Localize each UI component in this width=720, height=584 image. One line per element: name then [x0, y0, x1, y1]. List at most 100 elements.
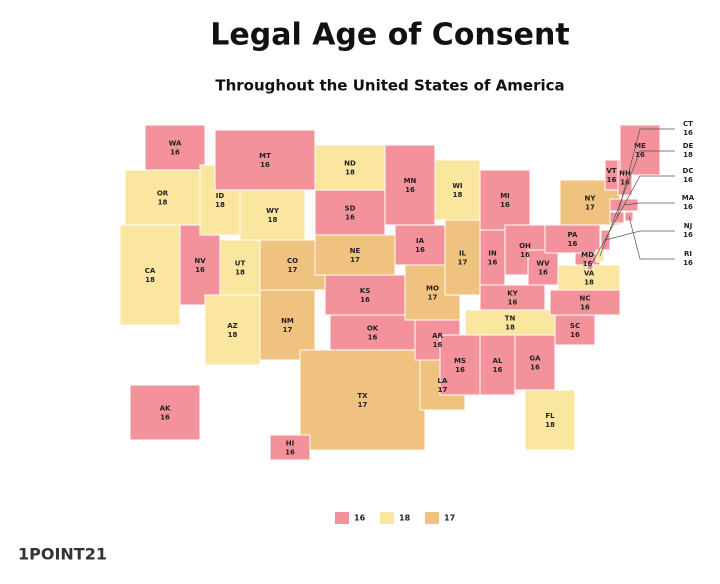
state-abbr: NE [350, 247, 361, 255]
state-abbr: IN [488, 250, 497, 258]
state [204, 294, 261, 366]
states [119, 124, 661, 461]
state-age: 16 [368, 334, 378, 342]
state-abbr: PA [568, 231, 578, 239]
state [554, 314, 596, 346]
state-age: 18 [158, 199, 168, 207]
state-abbr: OH [519, 242, 531, 250]
state-age: 16 [607, 176, 617, 184]
state-age: 16 [508, 299, 518, 307]
state [299, 349, 426, 451]
state [124, 169, 201, 226]
state-abbr: KS [360, 287, 370, 295]
state-age: 16 [635, 151, 645, 159]
state-age: 18 [345, 169, 355, 177]
state-abbr: DC [683, 167, 694, 175]
state-age: 16 [195, 266, 205, 274]
state-abbr: FL [545, 412, 555, 420]
state-age: 18 [235, 269, 245, 277]
state [604, 159, 619, 191]
state-abbr: TN [505, 315, 516, 323]
state-age: 16 [530, 364, 540, 372]
state-abbr: OK [367, 325, 379, 333]
state-abbr: LA [438, 377, 448, 385]
state [259, 239, 326, 291]
state-age: 16 [455, 366, 465, 374]
state [394, 224, 446, 266]
callout-line [623, 202, 675, 206]
state-age: 18 [215, 201, 225, 209]
state [479, 229, 506, 286]
callout-line [605, 230, 675, 241]
state-abbr: WY [266, 207, 280, 215]
state-age: 18 [545, 421, 555, 429]
state-age: 16 [520, 251, 530, 259]
state [479, 334, 516, 396]
state-abbr: AR [432, 332, 443, 340]
state [314, 234, 396, 276]
state-abbr: WV [536, 260, 550, 268]
state-age: 16 [683, 231, 693, 239]
state [444, 219, 481, 296]
state-abbr: NC [580, 295, 591, 303]
legend: 16 18 17 [335, 512, 455, 524]
state-age: 16 [170, 149, 180, 157]
state [259, 289, 316, 361]
state-abbr: MA [682, 194, 695, 202]
callout-line [616, 128, 675, 218]
state-abbr: UT [235, 260, 246, 268]
legend-label: 17 [444, 514, 455, 523]
state-abbr: ME [634, 142, 646, 150]
state-age: 17 [283, 326, 293, 334]
state [384, 144, 436, 226]
state-abbr: MT [259, 152, 271, 160]
state-abbr: IA [416, 237, 425, 245]
state [479, 284, 546, 311]
state-age: 16 [493, 366, 503, 374]
legend-label: 18 [399, 514, 411, 523]
state-age: 16 [538, 269, 548, 277]
state [329, 314, 416, 351]
state-abbr: DE [683, 142, 694, 150]
state [479, 169, 531, 231]
state [527, 249, 559, 286]
state [434, 159, 481, 221]
legend-label: 16 [354, 514, 366, 523]
state [549, 289, 621, 316]
state [514, 334, 556, 391]
state [214, 129, 316, 191]
state-age: 18 [228, 331, 238, 339]
state-abbr: NM [281, 317, 294, 325]
state [269, 434, 311, 461]
state-abbr: MS [454, 357, 466, 365]
state-abbr: NV [194, 257, 206, 265]
state-age: 16 [570, 331, 580, 339]
legend-swatch [425, 512, 439, 524]
state-age: 18 [453, 191, 463, 199]
state-age: 16 [620, 179, 630, 187]
state-age: 16 [488, 259, 498, 267]
state-age: 16 [683, 203, 693, 211]
state-age: 17 [288, 266, 298, 274]
state-age: 18 [505, 324, 515, 332]
subtitle: Throughout the United States of America [215, 77, 564, 95]
state [179, 224, 221, 306]
state-age: 18 [145, 276, 155, 284]
state [119, 224, 181, 326]
title: Legal Age of Consent [210, 18, 569, 53]
state-age: 16 [568, 240, 578, 248]
state-age: 16 [500, 201, 510, 209]
state-age: 16 [683, 176, 693, 184]
state-abbr: VA [584, 270, 595, 278]
state [439, 334, 481, 396]
state [619, 124, 661, 176]
state-age: 16 [683, 259, 693, 267]
state-age: 16 [580, 304, 590, 312]
state-age: 18 [683, 151, 693, 159]
state-abbr: NJ [684, 222, 692, 230]
state [524, 389, 576, 451]
state-abbr: TX [357, 392, 368, 400]
state-age: 17 [358, 401, 368, 409]
callout-line [589, 175, 675, 268]
